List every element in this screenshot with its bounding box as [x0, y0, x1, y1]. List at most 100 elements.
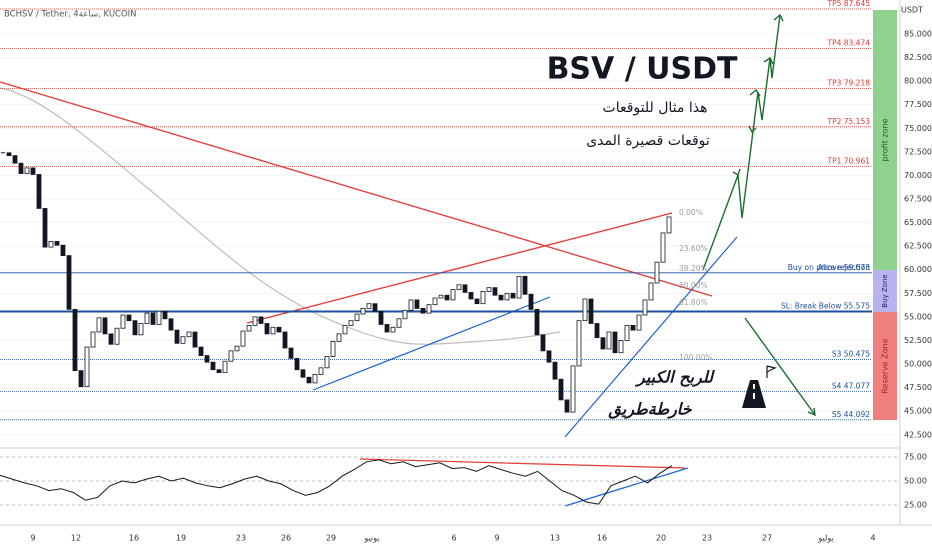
fib-label: 50.00%: [679, 281, 708, 290]
candle: [150, 312, 156, 325]
candle: [654, 261, 660, 284]
level-label: TP2 75.153: [826, 117, 870, 126]
x-tick-label: يوليو: [817, 534, 833, 543]
x-tick-label: 9: [494, 534, 499, 543]
candle: [300, 369, 306, 378]
candle: [396, 318, 402, 328]
candle: [18, 162, 24, 174]
candle: [210, 361, 216, 371]
y-tick-label: 45.000: [904, 407, 932, 416]
level-label: TP4 83.474: [826, 38, 870, 47]
candle: [354, 313, 360, 322]
candle: [540, 334, 546, 352]
candle: [90, 331, 96, 348]
candle: [282, 331, 288, 349]
axis-label: USDT: [901, 6, 923, 15]
time-axis: 9 12 16 19 23 26 29 يونيو 6 9 13 16 20 23 27 يوليو 4: [30, 534, 875, 543]
zone-label: Buy Zone: [881, 274, 889, 307]
candle: [126, 314, 132, 322]
fib-labels: 0.00% 23.60% 38.20% 50.00% 61.80% 100.00%: [679, 208, 712, 362]
y-tick-label: 67.500: [904, 195, 932, 204]
candle: [360, 308, 366, 315]
candle: [24, 167, 30, 174]
candle: [198, 346, 204, 356]
candle: [390, 326, 396, 333]
candle: [342, 324, 348, 335]
candle: [414, 299, 420, 309]
candle: [438, 294, 444, 299]
y-tick-label: 70.000: [904, 171, 932, 180]
y-tick-label: 77.500: [904, 100, 932, 109]
annotation: للربح الكبير: [634, 368, 715, 388]
candle: [258, 316, 264, 324]
candle: [534, 308, 540, 336]
zone-label: profit zone: [881, 118, 890, 161]
y-tick-label: 72.500: [904, 147, 932, 156]
candle: [234, 345, 240, 352]
y-tick-label: 55.000: [904, 312, 932, 321]
rsi-trendline: [564, 467, 689, 507]
x-tick-label: 23: [236, 534, 246, 543]
candle: [630, 324, 636, 331]
candle: [474, 298, 480, 305]
x-tick-label: 29: [326, 534, 336, 543]
x-tick-label: 16: [597, 534, 607, 543]
candle: [12, 155, 18, 164]
candle: [432, 297, 438, 306]
x-tick-label: 16: [129, 534, 139, 543]
candle: [246, 324, 252, 332]
candle: [450, 289, 456, 301]
candle: [156, 310, 162, 325]
candle: [294, 357, 300, 371]
candle: [486, 287, 492, 292]
y-tick-label: 85.000: [904, 29, 932, 38]
rsi-line: [0, 459, 673, 505]
x-tick-label: 4: [870, 534, 875, 543]
candle: [174, 329, 180, 344]
candle: [48, 241, 54, 248]
candle: [402, 309, 408, 320]
candle: [510, 292, 516, 299]
y-tick-label: 80.000: [904, 77, 932, 86]
candle: [666, 216, 672, 234]
candle: [186, 331, 192, 338]
candle: [546, 350, 552, 363]
trendline: [312, 296, 551, 391]
candle: [114, 327, 120, 345]
reserve-zone: [873, 312, 897, 420]
moving-average: [0, 87, 561, 345]
candle: [162, 310, 168, 320]
candle: [642, 299, 648, 316]
projection-path: [702, 13, 816, 417]
candle: [594, 323, 600, 339]
candle: [288, 347, 294, 359]
candle: [330, 341, 336, 357]
candle: [222, 360, 228, 373]
annotation: Buy on price rejection: [788, 263, 870, 272]
candle: [558, 378, 564, 401]
candle: [30, 167, 36, 175]
y-tick-label: 75.000: [904, 124, 932, 133]
candle: [600, 337, 606, 350]
x-tick-label: 6: [451, 534, 456, 543]
trendline: [246, 212, 673, 324]
candle: [66, 255, 72, 310]
candle: [588, 298, 594, 324]
candle: [102, 317, 108, 335]
zone-label: Reserve Zone: [881, 338, 890, 393]
y-tick-label: 62.500: [904, 242, 932, 251]
annotation: خارطةطريق: [608, 400, 692, 420]
candle: [378, 310, 384, 325]
candle: [348, 320, 354, 326]
fib-label: 38.20%: [679, 264, 708, 273]
candle: [318, 367, 324, 375]
x-tick-label: 13: [550, 534, 560, 543]
candle: [138, 323, 144, 336]
candle: [576, 320, 582, 367]
candle: [366, 303, 372, 309]
profit-zone: [873, 10, 897, 270]
rsi-trendline: [359, 458, 686, 469]
candle: [132, 320, 138, 336]
candle: [606, 331, 612, 350]
candle: [444, 294, 450, 301]
